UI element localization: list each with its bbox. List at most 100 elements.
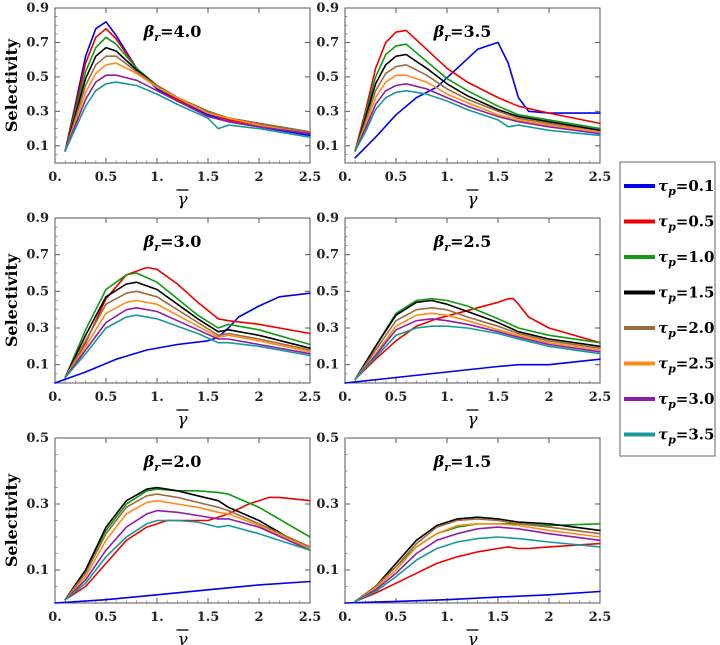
series-line (354, 89, 601, 152)
x-tick-label: 2.5 (299, 170, 322, 185)
panel-title: βr=2.0 (143, 452, 202, 474)
series-line (354, 318, 601, 381)
y-tick-label: 0.1 (316, 358, 339, 373)
x-tick-label: 2 (544, 390, 553, 405)
series-line (354, 312, 601, 381)
x-axis-label: γ (467, 630, 478, 645)
series-line (54, 580, 311, 604)
series-line (64, 493, 311, 601)
y-tick-label: 0.1 (26, 563, 49, 578)
y-tick-label: 0.1 (26, 358, 49, 373)
y-tick-label: 0.3 (26, 321, 49, 336)
series-line (354, 299, 601, 381)
panel-title: βr=4.0 (143, 22, 202, 44)
series-line (64, 290, 311, 379)
y-axis-label: Selectivity (2, 473, 21, 567)
x-tick-label: 0.5 (95, 610, 118, 625)
x-tick-label: 2.5 (589, 390, 612, 405)
x-tick-label: 0.5 (385, 390, 408, 405)
y-tick-label: 0.7 (316, 35, 339, 50)
legend-label: τp=1.5 (658, 284, 714, 305)
x-tick-label: 2.5 (589, 610, 612, 625)
legend-label: τp=3.5 (658, 426, 714, 447)
chart-panel-1: 0. 0.5 1. 1.5 2 2.5 0.1 0.3 0.5 0.7 0.9 βr=4.0 γ Sele… (2, 1, 321, 210)
y-tick-label: 0.3 (26, 497, 49, 512)
series-line (354, 325, 601, 381)
series-line (354, 53, 601, 152)
y-tick-label: 0.9 (26, 1, 49, 16)
legend-label: τp=0.5 (658, 213, 714, 234)
x-tick-label: 2.5 (299, 390, 322, 405)
y-tick-label: 0.9 (316, 211, 339, 226)
chart-panel-6: 0. 0.5 1. 1.5 2 2.5 0.1 0.3 0.5 βr=1.5 γ (316, 431, 611, 645)
x-tick-label: 1.5 (487, 170, 510, 185)
y-tick-label: 0.1 (316, 139, 339, 154)
series-line (354, 41, 601, 159)
x-axis-label: γ (177, 630, 188, 645)
x-tick-label: 1.5 (487, 610, 510, 625)
series-line (354, 307, 601, 381)
series-line (64, 519, 311, 601)
x-tick-label: 2.5 (299, 610, 322, 625)
x-axis-label: γ (467, 190, 478, 210)
series-line (354, 29, 601, 152)
panel-title: βr=3.5 (433, 22, 492, 44)
x-tick-label: 0.5 (95, 170, 118, 185)
y-tick-label: 0.3 (26, 104, 49, 119)
y-tick-label: 0.3 (316, 104, 339, 119)
series-line (354, 523, 601, 603)
series-line (64, 266, 311, 379)
x-axis-label: γ (177, 190, 188, 210)
x-axis-label: γ (467, 410, 478, 430)
y-axis-label: Selectivity (2, 38, 21, 132)
x-tick-label: 0.5 (95, 390, 118, 405)
series-line (64, 509, 311, 601)
y-tick-label: 0.3 (316, 497, 339, 512)
series-line (354, 43, 601, 152)
y-tick-label: 0.1 (316, 563, 339, 578)
y-tick-label: 0.5 (26, 284, 49, 299)
y-tick-label: 0.3 (316, 321, 339, 336)
x-tick-label: 2 (254, 390, 263, 405)
x-tick-label: 0. (48, 170, 62, 185)
y-tick-label: 0.5 (316, 284, 339, 299)
x-tick-label: 1.5 (197, 170, 220, 185)
x-tick-label: 1. (150, 610, 164, 625)
legend-label: τp=0.1 (658, 177, 714, 198)
series-line (64, 499, 311, 601)
x-tick-label: 1. (440, 610, 454, 625)
legend: τp=0.1 τp=0.5 τp=1.0 τp=1.5 τp=2.0 τp=2.5 τp=3… (619, 161, 716, 457)
series-line (64, 314, 311, 379)
x-tick-label: 1.5 (197, 390, 220, 405)
series-line (64, 74, 311, 152)
x-tick-label: 2 (544, 610, 553, 625)
x-tick-label: 2.5 (589, 170, 612, 185)
y-tick-label: 0.7 (316, 248, 339, 263)
series-line (64, 272, 311, 379)
series-line (354, 526, 601, 603)
series-line (354, 297, 601, 381)
x-tick-label: 1. (440, 170, 454, 185)
y-tick-label: 0.5 (316, 70, 339, 85)
x-tick-label: 1. (150, 170, 164, 185)
legend-label: τp=1.0 (658, 248, 714, 269)
series-line (354, 74, 601, 152)
x-tick-label: 1. (440, 390, 454, 405)
x-tick-label: 2 (254, 170, 263, 185)
chart-panel-2: 0. 0.5 1. 1.5 2 2.5 0.1 0.3 0.5 0.7 0.9 βr=3.5 γ (316, 1, 611, 210)
x-tick-label: 0.5 (385, 170, 408, 185)
legend-box (619, 161, 716, 457)
y-tick-label: 0.5 (26, 70, 49, 85)
series-line (354, 542, 601, 603)
series-line (64, 62, 311, 152)
series-line (344, 358, 601, 384)
legend-label: τp=2.0 (658, 319, 714, 340)
chart-panel-4: 0. 0.5 1. 1.5 2 2.5 0.1 0.3 0.5 0.7 0.9 βr=2.5 γ (316, 211, 611, 430)
series-line (54, 292, 311, 384)
series-line (64, 36, 311, 152)
x-tick-label: 1. (150, 390, 164, 405)
series-line (354, 518, 601, 603)
y-axis-label: Selectivity (2, 253, 21, 347)
series-line (64, 46, 311, 152)
